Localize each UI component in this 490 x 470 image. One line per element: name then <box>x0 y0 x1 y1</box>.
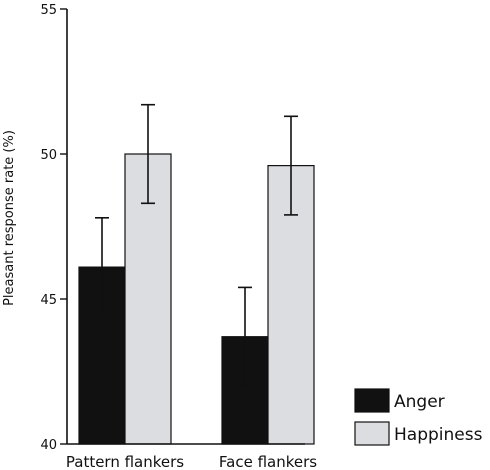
error-bar-happiness-1 <box>284 115 298 216</box>
legend-swatch <box>354 421 390 446</box>
error-bars-group <box>95 103 298 387</box>
error-bar-anger-0 <box>95 217 109 318</box>
y-tick-label: 50 <box>40 148 57 163</box>
legend-item-anger: Anger <box>354 388 445 413</box>
legend-item-happiness: Happiness <box>354 421 483 446</box>
x-tick-label: Pattern flankers <box>66 453 184 470</box>
y-axis-label: Pleasant response rate (%) <box>2 130 17 306</box>
axes-group: Pattern flankers Face flankers 40 45 50 55 <box>40 3 317 470</box>
legend-swatch <box>354 388 390 413</box>
error-bar-anger-1 <box>238 286 252 387</box>
y-tick-label: 55 <box>40 3 57 18</box>
bars-group <box>78 153 315 445</box>
legend: Anger Happiness <box>354 388 483 446</box>
error-bar-happiness-0 <box>141 103 155 205</box>
y-tick-label: 40 <box>40 438 57 453</box>
y-tick-label: 45 <box>40 293 57 308</box>
legend-label: Happiness <box>394 425 483 445</box>
x-tick-label: Face flankers <box>219 453 317 470</box>
legend-label: Anger <box>394 392 445 412</box>
